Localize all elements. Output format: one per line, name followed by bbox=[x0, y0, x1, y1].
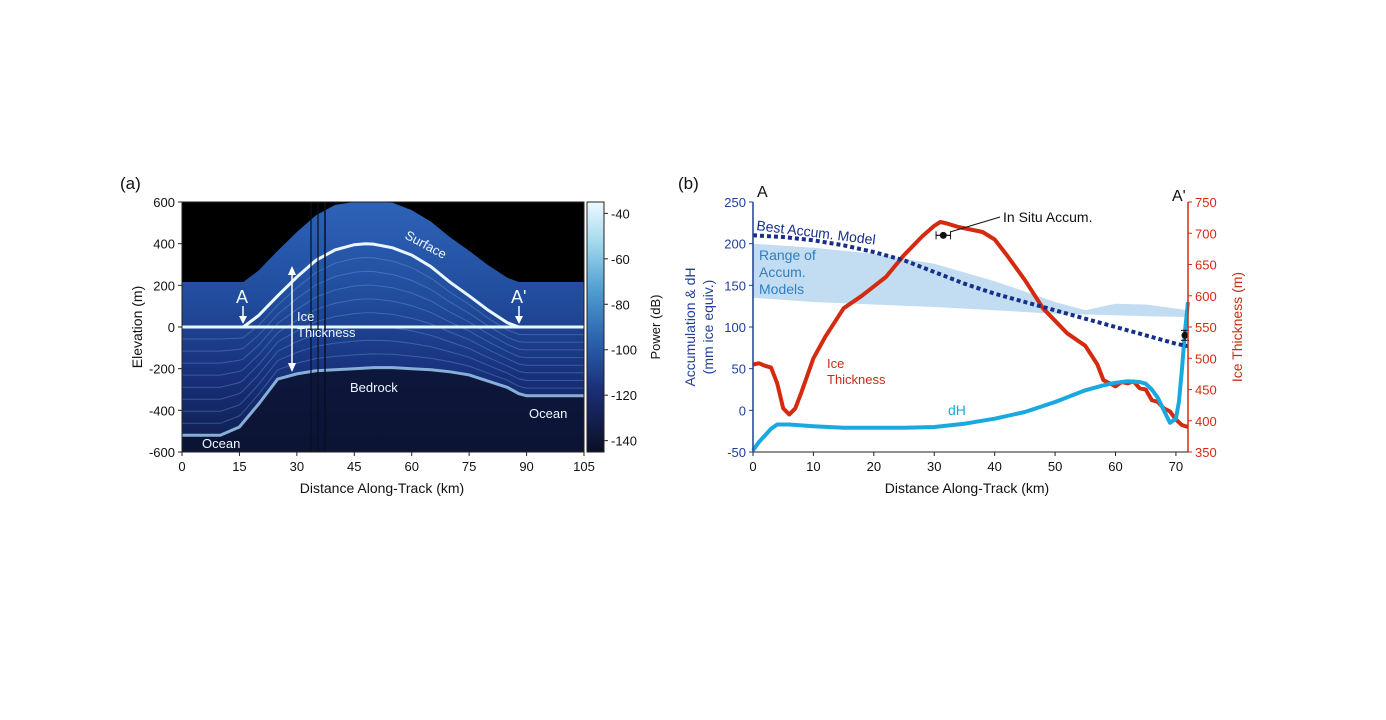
plot-b-ylabel-right: Ice Thickness (m) bbox=[1229, 272, 1245, 382]
radar-bedrock-return bbox=[182, 366, 584, 437]
plot-b-ytick-right-label: 700 bbox=[1195, 226, 1217, 241]
plot-a-ytick-label: 400 bbox=[153, 237, 175, 252]
annotation-ocean-right: Ocean bbox=[529, 406, 567, 421]
annotation-ice-thickness-1-b: Ice bbox=[827, 356, 844, 371]
panel-a: (a) 0 15 30 45 60 75 90 105 -600 -400 -200 0 200 400 6… bbox=[120, 174, 663, 496]
annotation-ice-thickness-2-b: Thickness bbox=[827, 372, 886, 387]
plot-b-ytick-left-label: 150 bbox=[724, 278, 746, 293]
plot-a-axes: 0 15 30 45 60 75 90 105 -600 -400 -200 0 200 400 600 bbox=[149, 195, 595, 474]
corner-label-a: A bbox=[757, 184, 768, 201]
annotation-range-2: Accum. bbox=[759, 264, 806, 280]
plot-b-ytick-right-label: 350 bbox=[1195, 445, 1217, 460]
plot-a-xlabel: Distance Along-Track (km) bbox=[300, 480, 464, 496]
annotation-dh: dH bbox=[948, 402, 966, 418]
plot-a-xtick-label: 15 bbox=[232, 459, 246, 474]
plot-b-ytick-right-label: 400 bbox=[1195, 414, 1217, 429]
radar-below-bed bbox=[182, 367, 584, 452]
radargram bbox=[182, 202, 584, 452]
plot-a-xtick-label: 60 bbox=[404, 459, 418, 474]
plot-a-xtick-label: 105 bbox=[573, 459, 595, 474]
plot-a-ylabel: Elevation (m) bbox=[129, 286, 145, 368]
colorbar-tick-label: -60 bbox=[611, 252, 630, 267]
ice-thickness-arrow-head-top bbox=[288, 266, 296, 275]
plot-a-ytick-label: 0 bbox=[168, 320, 175, 335]
plot-a-xtick-label: 90 bbox=[519, 459, 533, 474]
panel-a-label: (a) bbox=[120, 174, 141, 193]
in-situ-point bbox=[1181, 331, 1189, 339]
plot-a-ytick-label: -400 bbox=[149, 403, 175, 418]
annotation-ice-thickness-1: Ice bbox=[297, 309, 314, 324]
plot-b-xtick-label: 70 bbox=[1169, 459, 1183, 474]
plot-b-ytick-right-label: 650 bbox=[1195, 258, 1217, 273]
plot-a-xtick-label: 0 bbox=[178, 459, 185, 474]
plot-b-ytick-left-label: 250 bbox=[724, 195, 746, 210]
plot-b-xtick-label: 20 bbox=[867, 459, 881, 474]
plot-b-xtick-label: 60 bbox=[1108, 459, 1122, 474]
colorbar-tick-label: -40 bbox=[611, 206, 630, 221]
plot-a-ytick-label: 600 bbox=[153, 195, 175, 210]
plot-b-xtick-label: 0 bbox=[749, 459, 756, 474]
plot-b-xtick-label: 30 bbox=[927, 459, 941, 474]
panel-b: (b) A A' 0 10 20 30 40 50 60 70-500501001502002… bbox=[678, 174, 1245, 496]
colorbar-tick-label: -80 bbox=[611, 297, 630, 312]
plot-b-ytick-left-label: 0 bbox=[739, 403, 746, 418]
plot-b-ytick-right-label: 450 bbox=[1195, 383, 1217, 398]
plot-b-ytick-left-label: 50 bbox=[732, 362, 746, 377]
in-situ-leader-line bbox=[949, 216, 1001, 233]
annotation-ice-thickness-2: Thickness bbox=[297, 325, 356, 340]
plot-b-axes: 0 10 20 30 40 50 60 70-500501001502002503504004… bbox=[724, 195, 1216, 474]
colorbar-axis: -40 -60 -80 -100 -120 -140 bbox=[604, 206, 637, 449]
colorbar bbox=[586, 201, 605, 453]
annotation-range-3: Models bbox=[759, 281, 804, 297]
plot-b-ytick-left-label: 100 bbox=[724, 320, 746, 335]
plot-b-ytick-left-label: 200 bbox=[724, 237, 746, 252]
plot-b-data bbox=[751, 220, 1190, 452]
ice-thickness-arrow-head-bottom bbox=[288, 363, 296, 372]
in-situ-point bbox=[939, 231, 947, 239]
corner-label-a-prime: A' bbox=[1172, 188, 1186, 205]
plot-b-ylabel-left-1: Accumulation & dH bbox=[682, 267, 698, 386]
plot-b-xlabel: Distance Along-Track (km) bbox=[885, 480, 1049, 496]
plot-a-ytick-label: -200 bbox=[149, 362, 175, 377]
plot-b-ytick-right-label: 500 bbox=[1195, 351, 1217, 366]
annotation-in-situ: In Situ Accum. bbox=[1003, 209, 1092, 225]
panel-b-label: (b) bbox=[678, 174, 699, 193]
best-model-line bbox=[752, 233, 1189, 349]
range-of-models-band bbox=[753, 243, 1188, 317]
point-a-prime-arrow-head bbox=[515, 316, 523, 324]
point-a-arrow-head bbox=[239, 316, 247, 324]
plot-b-xtick-label: 40 bbox=[987, 459, 1001, 474]
plot-a-ytick-label: 200 bbox=[153, 278, 175, 293]
ice-thickness-line bbox=[752, 220, 1189, 429]
colorbar-tick-label: -120 bbox=[611, 388, 637, 403]
colorbar-tick-label: -140 bbox=[611, 434, 637, 449]
annotation-point-a-prime: A' bbox=[511, 287, 526, 307]
annotation-ocean-left: Ocean bbox=[202, 436, 240, 451]
plot-b-xtick-label: 50 bbox=[1048, 459, 1062, 474]
annotation-bedrock: Bedrock bbox=[350, 380, 398, 395]
plot-b-ytick-left-label: -50 bbox=[727, 445, 746, 460]
plot-b-ylabel-left-2: (mm ice equiv.) bbox=[700, 280, 716, 375]
annotation-range-1: Range of bbox=[759, 247, 816, 263]
annotation-point-a: A bbox=[236, 287, 248, 307]
annotation-best-model: Best Accum. Model bbox=[756, 217, 877, 247]
plot-a-xtick-label: 45 bbox=[347, 459, 361, 474]
colorbar-label: Power (dB) bbox=[648, 294, 663, 359]
plot-b-xtick-label: 10 bbox=[806, 459, 820, 474]
plot-a-ytick-label: -600 bbox=[149, 445, 175, 460]
plot-a-xtick-label: 75 bbox=[462, 459, 476, 474]
colorbar-tick-label: -100 bbox=[611, 343, 637, 358]
plot-a-xtick-label: 30 bbox=[290, 459, 304, 474]
plot-b-ytick-right-label: 750 bbox=[1195, 195, 1217, 210]
plot-b-ytick-right-label: 600 bbox=[1195, 289, 1217, 304]
dh-line bbox=[751, 301, 1190, 452]
plot-b-ytick-right-label: 550 bbox=[1195, 320, 1217, 335]
radar-surface-return bbox=[182, 242, 584, 329]
